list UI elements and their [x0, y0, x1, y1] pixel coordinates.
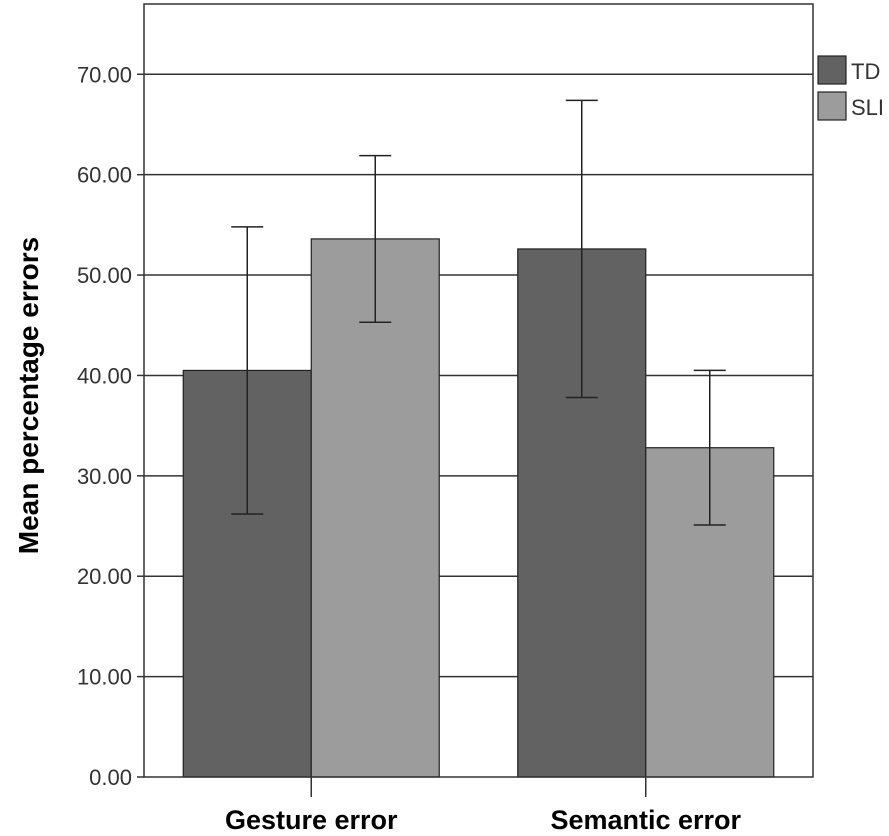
y-tick-label: 60.00 — [77, 163, 132, 188]
x-tick-label: Gesture error — [225, 805, 398, 835]
axes: 0.00 10.00 20.00 30.00 40.00 50.00 60.00 70.00 G… — [77, 62, 742, 835]
plot-frame — [143, 3, 814, 778]
bars — [182, 238, 775, 778]
y-axis-title: Mean percentage errors — [13, 237, 44, 554]
y-tick-label: 10.00 — [77, 665, 132, 690]
y-tick-label: 40.00 — [77, 363, 132, 388]
error-bars — [231, 99, 726, 526]
x-tick-label: Semantic error — [550, 805, 741, 835]
legend-swatch-sli — [817, 91, 847, 121]
y-tick-label: 20.00 — [77, 564, 132, 589]
y-tick-label: 30.00 — [77, 464, 132, 489]
bar-sli-1 — [310, 238, 440, 778]
legend-swatch-td — [817, 55, 847, 85]
y-tick-label: 0.00 — [89, 765, 132, 790]
legend-label-sli: SLI — [851, 95, 884, 120]
legend-label-td: TD — [851, 59, 880, 84]
y-tick-label: 70.00 — [77, 62, 132, 87]
legend: TD SLI — [817, 55, 884, 121]
y-tick-label: 50.00 — [77, 263, 132, 288]
